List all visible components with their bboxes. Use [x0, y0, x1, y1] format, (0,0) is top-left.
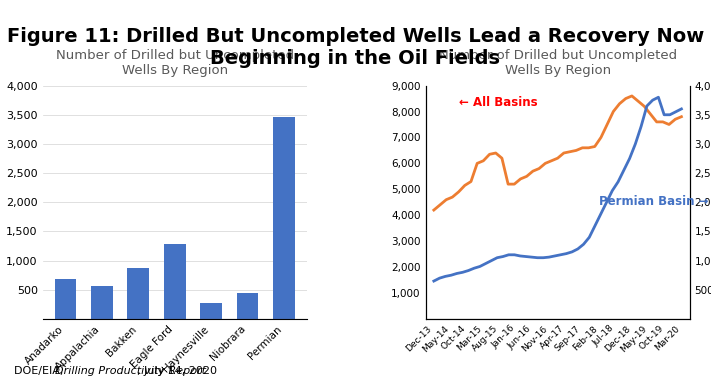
Bar [273, 117, 295, 319]
Bar [164, 244, 186, 319]
Text: ← All Basins: ← All Basins [459, 96, 538, 109]
Bar [237, 293, 258, 319]
Title: Number of Drilled but Uncompleted
Wells By Region: Number of Drilled but Uncompleted Wells … [439, 49, 677, 77]
Text: Permian Basin →: Permian Basin → [599, 195, 708, 208]
Text: Figure 11: Drilled But Uncompleted Wells Lead a Recovery Now
Beginning in the Oi: Figure 11: Drilled But Uncompleted Wells… [7, 27, 704, 68]
Text: , July 14, 2020: , July 14, 2020 [137, 366, 218, 376]
Title: Number of Drilled but Uncompleted
Wells By Region: Number of Drilled but Uncompleted Wells … [55, 49, 294, 77]
Bar [201, 303, 222, 319]
Bar [127, 268, 149, 319]
Bar [91, 286, 113, 319]
Bar [55, 279, 77, 319]
Text: Drilling Productivity Report: Drilling Productivity Report [55, 366, 206, 376]
Text: DOE/EIA,: DOE/EIA, [14, 366, 67, 376]
